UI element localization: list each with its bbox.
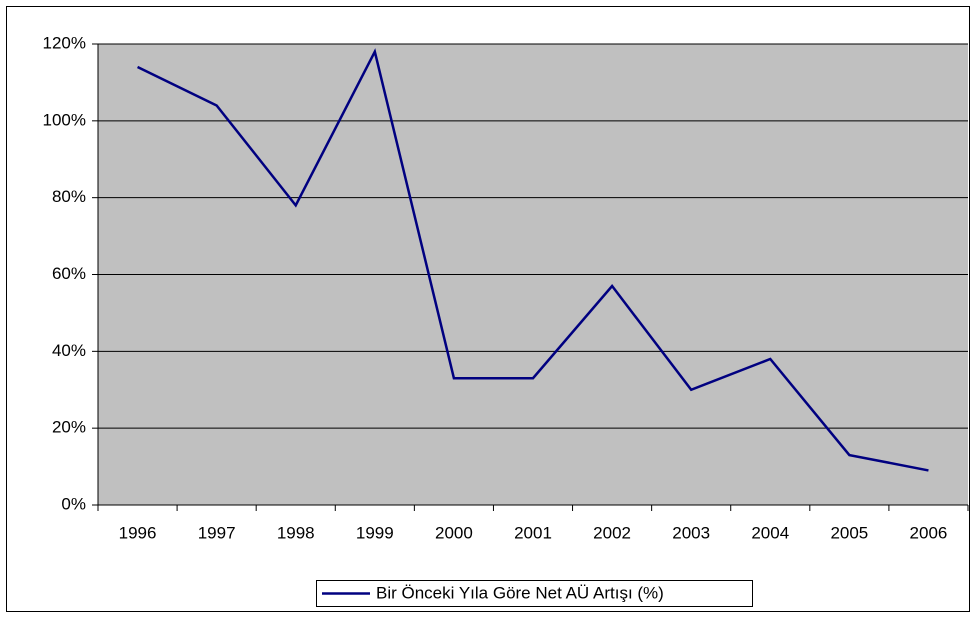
legend-box <box>316 580 753 607</box>
y-tick-label: 100% <box>43 110 86 129</box>
y-tick-label: 40% <box>52 341 86 360</box>
x-tick-label: 1996 <box>119 523 157 542</box>
y-tick-label: 60% <box>52 264 86 283</box>
legend-label: Bir Önceki Yıla Göre Net AÜ Artışı (%) <box>376 583 664 602</box>
y-tick-label: 80% <box>52 187 86 206</box>
x-tick-label: 1999 <box>356 523 394 542</box>
x-tick-label: 2006 <box>910 523 948 542</box>
y-tick-label: 0% <box>61 494 86 513</box>
y-tick-label: 120% <box>43 33 86 52</box>
data-line <box>136 48 929 472</box>
y-tick-label: 20% <box>52 418 86 437</box>
x-tick-label: 2005 <box>830 523 868 542</box>
x-tick-label: 2003 <box>672 523 710 542</box>
x-tick-label: 2002 <box>593 523 631 542</box>
x-tick-label: 1997 <box>198 523 236 542</box>
x-tick-label: 1998 <box>277 523 315 542</box>
x-tick-label: 2000 <box>435 523 473 542</box>
x-tick-label: 2001 <box>514 523 552 542</box>
x-tick-label: 2004 <box>751 523 789 542</box>
